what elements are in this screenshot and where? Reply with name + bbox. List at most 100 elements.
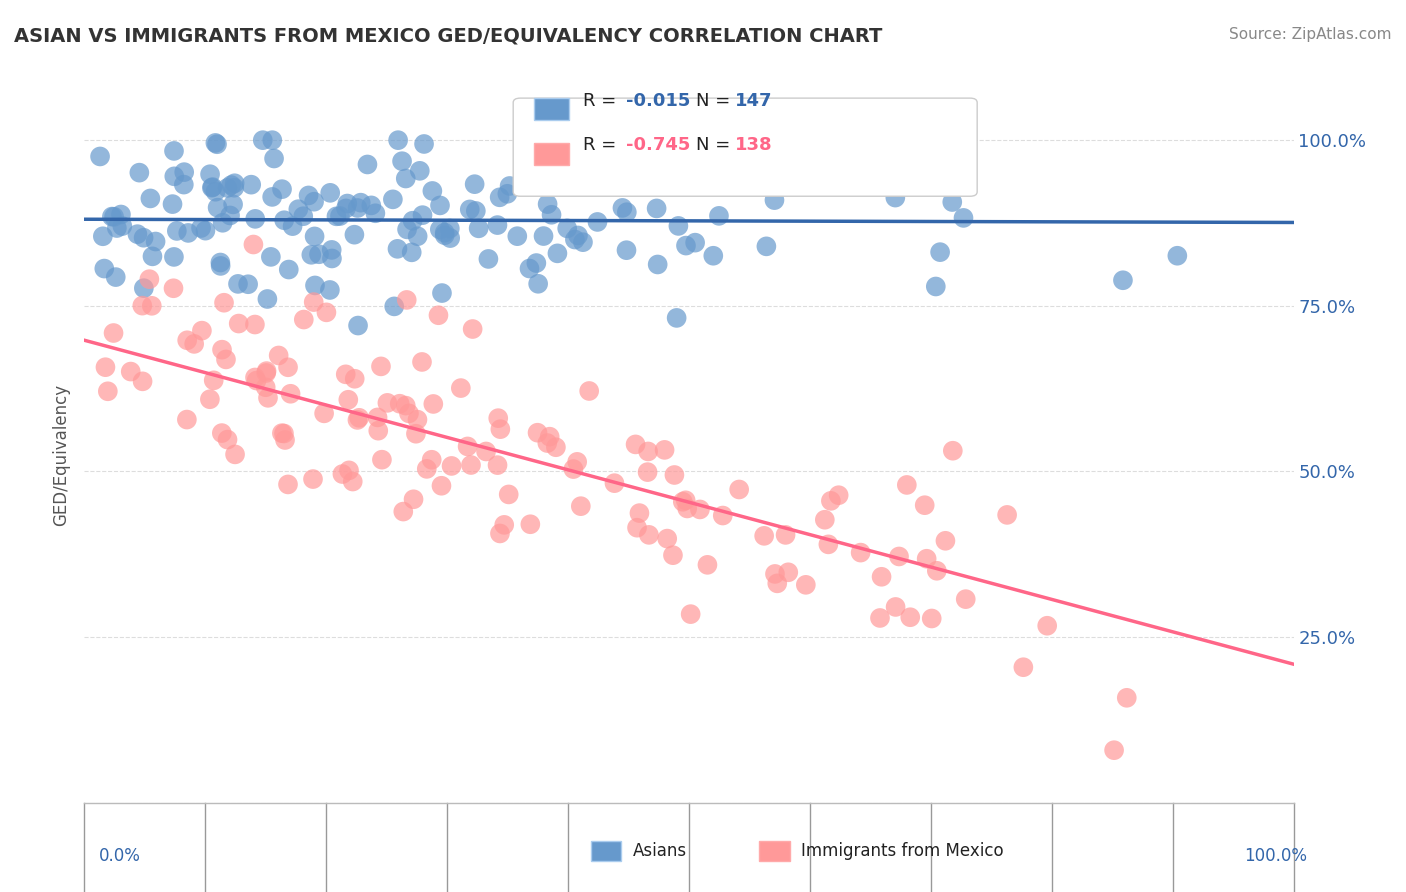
Point <box>778 566 800 580</box>
Point <box>387 133 409 147</box>
Point <box>519 517 541 532</box>
Point <box>915 551 938 566</box>
Point <box>488 190 510 204</box>
Point <box>907 160 929 174</box>
Point <box>486 218 509 232</box>
Point <box>145 235 167 249</box>
Point <box>94 360 117 375</box>
Point <box>696 558 718 572</box>
Point <box>271 182 294 196</box>
Point <box>506 229 529 244</box>
Point <box>131 375 153 389</box>
Point <box>572 235 595 250</box>
Point <box>337 463 360 477</box>
Point <box>254 380 277 394</box>
Point <box>647 257 669 271</box>
Point <box>775 528 797 542</box>
Point <box>257 391 280 405</box>
Point <box>898 610 921 624</box>
Point <box>405 426 427 441</box>
Point <box>562 462 585 476</box>
Point <box>616 205 638 219</box>
Point <box>638 528 661 542</box>
Point <box>1102 743 1125 757</box>
Point <box>128 166 150 180</box>
Point <box>273 426 295 441</box>
Point <box>277 477 299 491</box>
Point <box>262 133 284 147</box>
Point <box>292 312 315 326</box>
Point <box>103 210 125 224</box>
Point <box>191 324 214 338</box>
Point <box>367 424 389 438</box>
Point <box>884 191 907 205</box>
Point <box>544 440 567 454</box>
Point <box>321 243 343 257</box>
Point <box>430 286 453 301</box>
Point <box>392 505 415 519</box>
Point <box>297 188 319 202</box>
Point <box>194 224 217 238</box>
Text: 138: 138 <box>735 136 773 154</box>
Point <box>489 422 512 436</box>
Point <box>217 181 239 195</box>
Point <box>304 278 326 293</box>
Point <box>110 207 132 221</box>
Point <box>201 180 224 194</box>
Point <box>356 157 378 171</box>
Point <box>645 202 668 216</box>
Point <box>416 462 439 476</box>
Text: -0.745: -0.745 <box>626 136 690 154</box>
Point <box>467 221 489 235</box>
Point <box>370 359 392 374</box>
Point <box>567 455 589 469</box>
Point <box>391 154 413 169</box>
Point <box>430 479 453 493</box>
Point <box>672 494 695 508</box>
Point <box>402 492 425 507</box>
Point <box>224 447 246 461</box>
Point <box>347 318 370 333</box>
Point <box>406 229 429 244</box>
Point <box>929 245 952 260</box>
Point <box>616 243 638 257</box>
Point <box>406 412 429 426</box>
Point <box>536 436 558 450</box>
Point <box>299 248 322 262</box>
Point <box>319 186 342 200</box>
Point <box>477 252 499 266</box>
Point <box>198 392 221 407</box>
Point <box>728 483 751 497</box>
Point <box>654 442 676 457</box>
Point <box>141 249 163 263</box>
Point <box>401 245 423 260</box>
Point <box>141 299 163 313</box>
Point <box>209 259 232 273</box>
Point <box>343 227 366 242</box>
Point <box>422 184 444 198</box>
Point <box>942 443 965 458</box>
Point <box>371 452 394 467</box>
Text: 0.0%: 0.0% <box>98 847 141 865</box>
Point <box>666 219 689 233</box>
Point <box>211 216 233 230</box>
Point <box>281 219 304 234</box>
Point <box>558 133 581 147</box>
Point <box>132 231 155 245</box>
Point <box>101 210 124 224</box>
Point <box>814 513 837 527</box>
Point <box>934 533 956 548</box>
Point <box>302 472 325 486</box>
Point <box>166 224 188 238</box>
Point <box>498 487 520 501</box>
Point <box>648 146 671 161</box>
Point <box>382 299 405 313</box>
Point <box>350 195 373 210</box>
Point <box>433 228 456 243</box>
Point <box>711 508 734 523</box>
Point <box>173 178 195 192</box>
Point <box>401 213 423 227</box>
Point <box>377 396 399 410</box>
Point <box>429 222 451 236</box>
Point <box>396 222 419 236</box>
